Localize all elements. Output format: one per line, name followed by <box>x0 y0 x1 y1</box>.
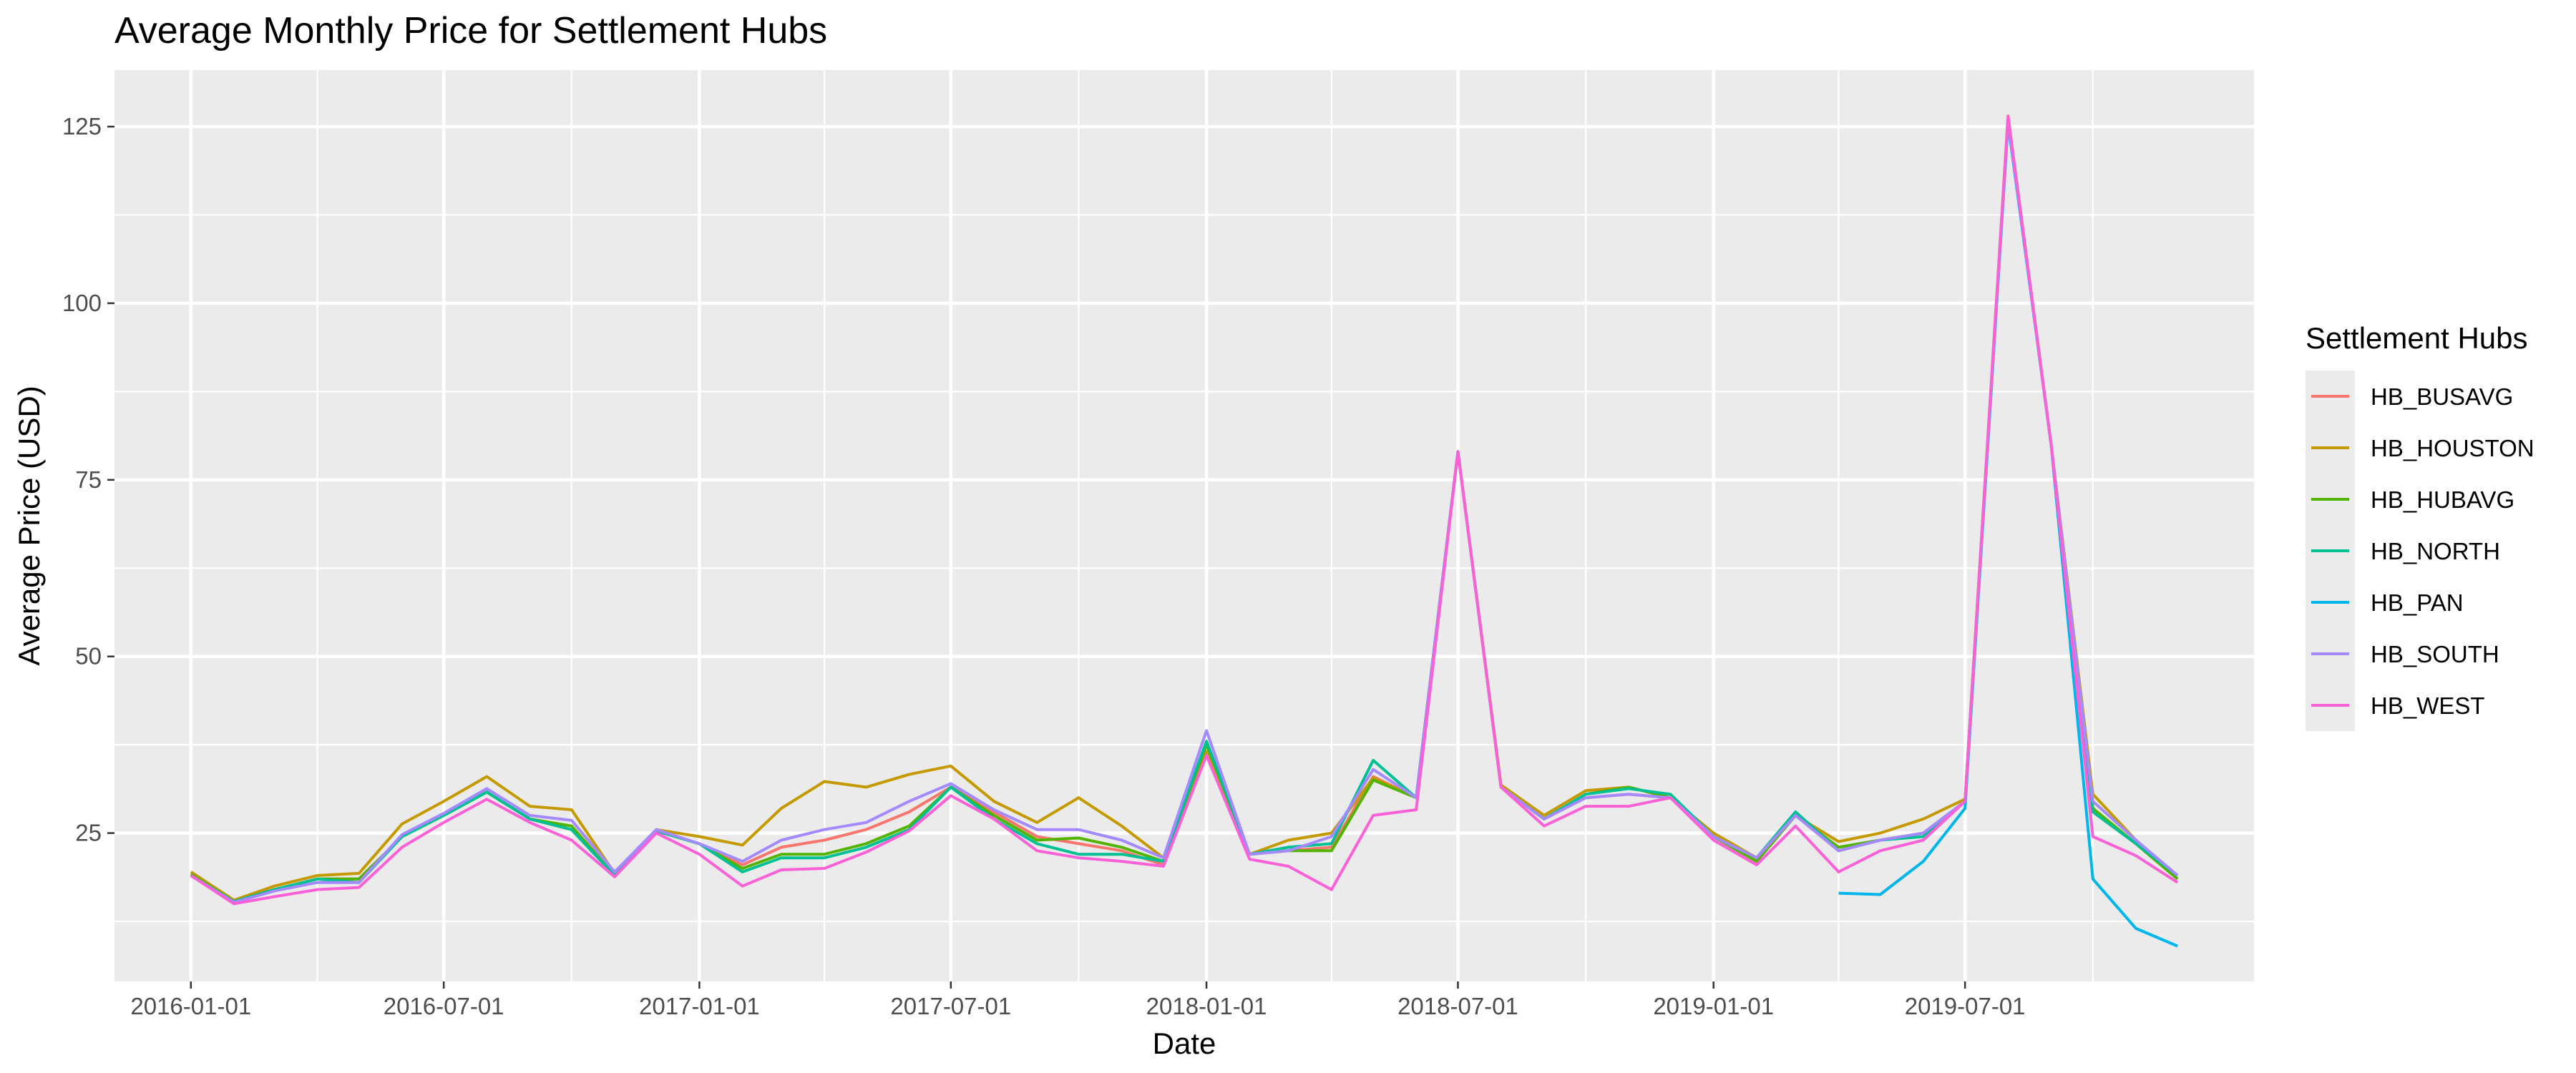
x-tick-label: 2019-01-01 <box>1653 993 1774 1019</box>
chart-title: Average Monthly Price for Settlement Hub… <box>114 10 827 52</box>
x-tick-label: 2019-07-01 <box>1905 993 2026 1019</box>
x-tick-label: 2018-07-01 <box>1397 993 1518 1019</box>
y-tick-label: 75 <box>75 466 102 493</box>
series-lines <box>190 114 2179 948</box>
legend-label: HB_NORTH <box>2371 538 2500 564</box>
legend: Settlement Hubs HB_BUSAVG HB_HOUSTON HB_HU… <box>2306 321 2534 731</box>
y-axis-title: Average Price (USD) <box>12 386 46 665</box>
plot-background <box>114 70 2254 981</box>
legend-label: HB_PAN <box>2371 589 2464 616</box>
x-tick-label: 2017-07-01 <box>890 993 1011 1019</box>
legend-label: HB_SOUTH <box>2371 641 2499 667</box>
series-line-hb-west <box>190 114 2179 906</box>
x-axis-title: Date <box>1153 1027 1216 1060</box>
legend-label: HB_WEST <box>2371 692 2485 719</box>
x-tick-label: 2016-07-01 <box>384 993 504 1019</box>
y-tick-label: 50 <box>75 643 102 670</box>
legend-label: HB_HOUSTON <box>2371 435 2534 461</box>
y-tick-label: 125 <box>62 113 102 139</box>
axes: 25 50 75 100 125 2016-01-01 2016-07-01 2017-01-… <box>62 113 2026 1019</box>
y-tick-label: 100 <box>62 290 102 316</box>
y-tick-label: 25 <box>75 820 102 846</box>
series-line-hb-south <box>190 118 2179 904</box>
x-tick-label: 2018-01-01 <box>1146 993 1267 1019</box>
legend-label: HB_HUBAVG <box>2371 486 2514 513</box>
x-tick-label: 2016-01-01 <box>130 993 251 1019</box>
x-tick-label: 2017-01-01 <box>639 993 760 1019</box>
legend-title: Settlement Hubs <box>2306 321 2528 355</box>
gridlines <box>114 70 2254 981</box>
legend-label: HB_BUSAVG <box>2371 383 2513 410</box>
